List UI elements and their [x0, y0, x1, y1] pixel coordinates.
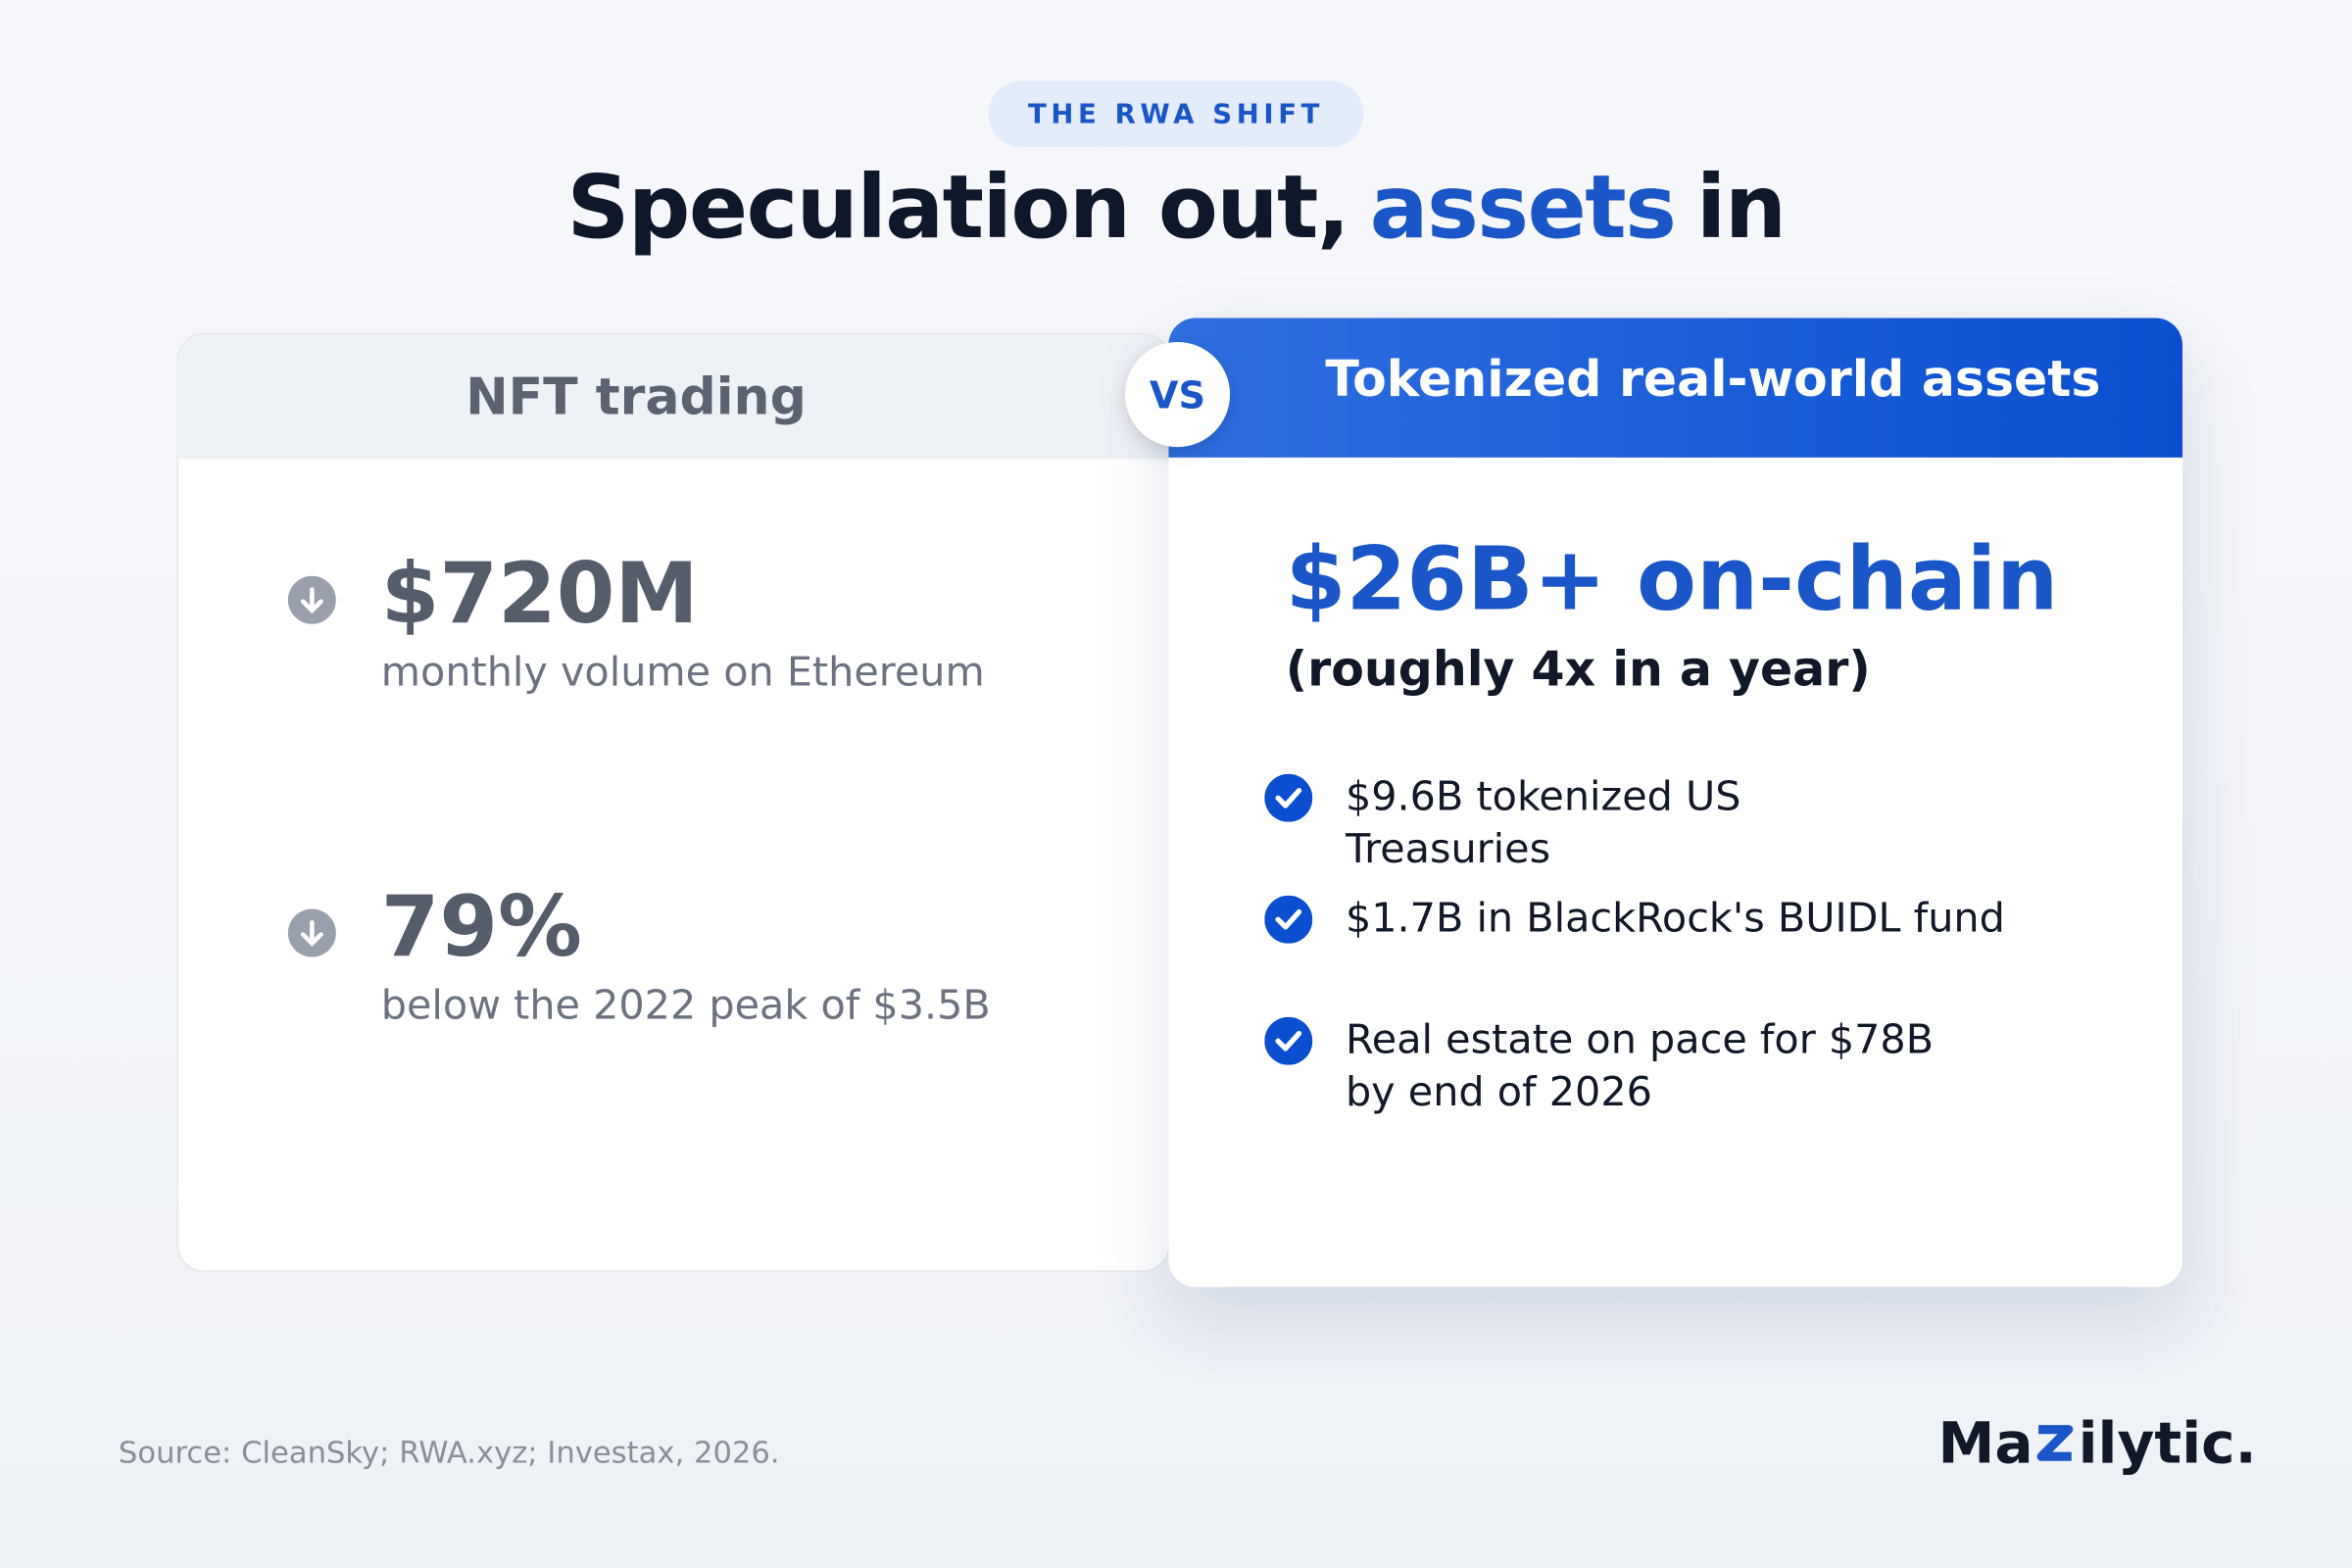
badge: THE RWA SHIFT	[988, 80, 1364, 147]
headline: $26B+ on-chain	[1285, 527, 2059, 630]
left-card: NFT trading	[176, 332, 1170, 1272]
stat-caption: below the 2022 peak of $3.5B	[380, 982, 991, 1029]
title-tail: in	[1695, 156, 1787, 259]
logo-icon	[2037, 1425, 2075, 1461]
subheadline: (roughly 4x in a year)	[1285, 640, 1871, 698]
logo-start: Ma	[1937, 1409, 2034, 1477]
stat-value: $720M	[380, 546, 699, 644]
right-heading: Tokenized real-world assets	[1168, 318, 2183, 458]
title-lead: Speculation out,	[566, 156, 1349, 259]
stat-caption: monthly volume on Ethereum	[380, 649, 985, 697]
source: Source: CleanSky; RWA.xyz; Investax, 202…	[118, 1434, 780, 1470]
bullet: $9.6B tokenized US Treasuries	[1345, 773, 1741, 873]
down-icon	[287, 908, 336, 957]
stat-value: 79%	[380, 878, 582, 977]
bullet: $1.7B in BlackRock's BUIDL fund	[1345, 895, 2005, 943]
vs-badge: VS	[1124, 341, 1231, 448]
check-icon	[1264, 895, 1313, 944]
down-icon	[287, 575, 336, 624]
check-icon	[1264, 773, 1313, 822]
logo: Ma ilytic.	[1938, 1410, 2257, 1476]
check-icon	[1264, 1016, 1313, 1065]
right-card: Tokenized real-world assets	[1168, 318, 2183, 1288]
logo-end: ilytic.	[2078, 1409, 2257, 1477]
title-highlight: assets	[1369, 156, 1677, 259]
title: Speculation out, assets in	[0, 156, 2352, 258]
bullet: Real estate on pace for $78B by end of 2…	[1345, 1016, 1935, 1116]
left-heading: NFT trading	[178, 334, 1169, 460]
